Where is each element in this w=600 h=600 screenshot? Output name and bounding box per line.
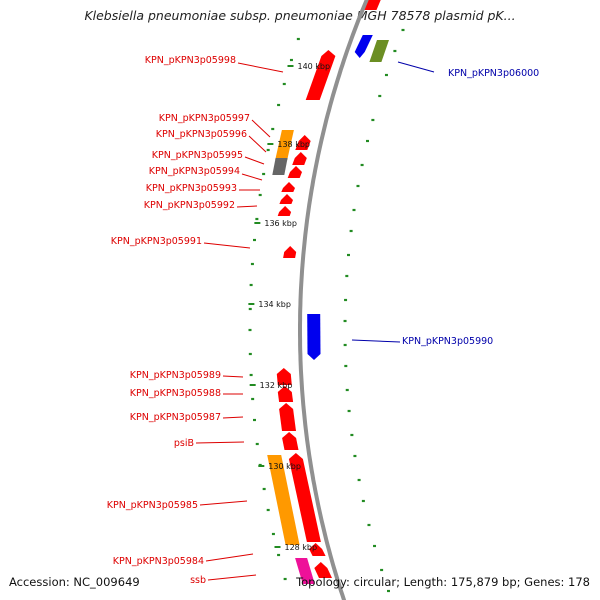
gene-arrow-psib bbox=[282, 432, 299, 450]
gene-arrow-05997 bbox=[295, 135, 311, 150]
gene-label-kpn-pkpn3p05996: KPN_pKPN3p05996 bbox=[156, 129, 247, 140]
gene-box-05985 bbox=[267, 455, 300, 545]
backbone-line bbox=[298, 0, 369, 600]
leader-line-kpn-pkpn3p05990 bbox=[351, 339, 401, 343]
scale-tick-label: 138 kbp bbox=[277, 140, 310, 149]
scale-tick-label: 134 kbp bbox=[258, 300, 291, 309]
gene-label-kpn-pkpn3p05985: KPN_pKPN3p05985 bbox=[107, 500, 198, 511]
scale-tick-label: 128 kbp bbox=[284, 543, 317, 552]
summary-text: Topology: circular; Length: 175,879 bp; … bbox=[296, 575, 590, 589]
leader-line-kpn-pkpn3p05987 bbox=[222, 416, 244, 419]
leader-line-kpn-pkpn3p06000 bbox=[397, 61, 435, 73]
accession-text: Accession: NC_009649 bbox=[9, 575, 140, 589]
gene-label-kpn-pkpn3p05987: KPN_pKPN3p05987 bbox=[130, 412, 221, 423]
gene-label-kpn-pkpn3p05993: KPN_pKPN3p05993 bbox=[146, 183, 237, 194]
scale-ticks: 140 kbp 138 kbp 136 kbp 134 kbp 132 kbp 130 k… bbox=[248, 62, 330, 552]
gene-box-orange bbox=[275, 130, 294, 160]
gene-label-kpn-pkpn3p05998: KPN_pKPN3p05998 bbox=[145, 55, 236, 66]
leader-line-kpn-pkpn3p05996 bbox=[248, 135, 267, 153]
leader-line-kpn-pkpn3p05992 bbox=[236, 205, 258, 208]
backbone-arc bbox=[298, 0, 369, 600]
leader-line-kpn-pkpn3p05997 bbox=[251, 119, 271, 138]
gene-label-psib: psiB bbox=[174, 438, 194, 449]
leader-line-kpn-pkpn3p05985 bbox=[199, 500, 248, 506]
gene-label-kpn-pkpn3p05991: KPN_pKPN3p05991 bbox=[111, 236, 202, 247]
scale-tick-label: 136 kbp bbox=[264, 219, 297, 228]
leader-line-kpn-pkpn3p05984 bbox=[205, 553, 254, 562]
gene-box-top bbox=[364, 0, 381, 10]
gene-label-kpn-pkpn3p05995: KPN_pKPN3p05995 bbox=[152, 150, 243, 161]
leader-line-kpn-pkpn3p05995 bbox=[244, 156, 265, 165]
gene-arrow-05987 bbox=[279, 403, 296, 431]
scale-tick-label: 140 kbp bbox=[297, 62, 330, 71]
gene-arrow-05998 bbox=[305, 50, 336, 100]
gene-arrow-05988 bbox=[277, 386, 294, 402]
gene-arrow-05993 bbox=[281, 182, 295, 192]
scale-tick-label: 132 kbp bbox=[260, 381, 293, 390]
leader-line-kpn-pkpn3p05998 bbox=[237, 62, 284, 73]
gene-arrow-05992 bbox=[279, 194, 293, 204]
gene-label-kpn-pkpn3p06000: KPN_pKPN3p06000 bbox=[448, 68, 539, 79]
leader-line-kpn-pkpn3p05994 bbox=[241, 173, 263, 181]
gene-arrow-05991 bbox=[283, 246, 297, 258]
leader-line-ssb bbox=[207, 574, 257, 581]
gene-label-kpn-pkpn3p05994: KPN_pKPN3p05994 bbox=[149, 166, 240, 177]
gene-arrow-05990 bbox=[307, 314, 321, 360]
gene-label-kpn-pkpn3p05997: KPN_pKPN3p05997 bbox=[159, 113, 250, 124]
gene-arrow-05996 bbox=[292, 152, 307, 165]
gene-box-olive bbox=[369, 40, 389, 62]
leader-line-kpn-pkpn3p05991 bbox=[203, 242, 251, 249]
gene-arrow-05995 bbox=[287, 166, 302, 178]
gene-label-kpn-pkpn3p05992: KPN_pKPN3p05992 bbox=[144, 200, 235, 211]
scale-tick-label: 130 kbp bbox=[268, 462, 301, 471]
gene-label-ssb: ssb bbox=[190, 575, 206, 586]
gene-arrow-ssb bbox=[314, 562, 332, 578]
gene-label-kpn-pkpn3p05990: KPN_pKPN3p05990 bbox=[402, 336, 493, 347]
leader-line-kpn-pkpn3p05989 bbox=[222, 375, 244, 378]
gene-labels: KPN_pKPN3p06000 KPN_pKPN3p05998 KPN_pKPN3p… bbox=[107, 55, 539, 586]
reverse-gene-arrow bbox=[354, 35, 373, 58]
gene-arrow-05991b bbox=[277, 206, 292, 216]
gene-arrow-05985 bbox=[288, 453, 321, 542]
gene-box-gray bbox=[272, 158, 288, 175]
leader-line-psib bbox=[195, 441, 245, 444]
gene-box-ssb bbox=[295, 558, 315, 584]
gene-label-kpn-pkpn3p05988: KPN_pKPN3p05988 bbox=[130, 388, 221, 399]
gene-arrow-05984 bbox=[309, 543, 326, 556]
gene-arrow-05989 bbox=[276, 368, 292, 385]
gene-label-kpn-pkpn3p05984: KPN_pKPN3p05984 bbox=[113, 556, 204, 567]
gene-label-kpn-pkpn3p05989: KPN_pKPN3p05989 bbox=[130, 370, 221, 381]
gene-features bbox=[267, 0, 389, 584]
map-title: Klebsiella pneumoniae subsp. pneumoniae … bbox=[84, 8, 516, 23]
